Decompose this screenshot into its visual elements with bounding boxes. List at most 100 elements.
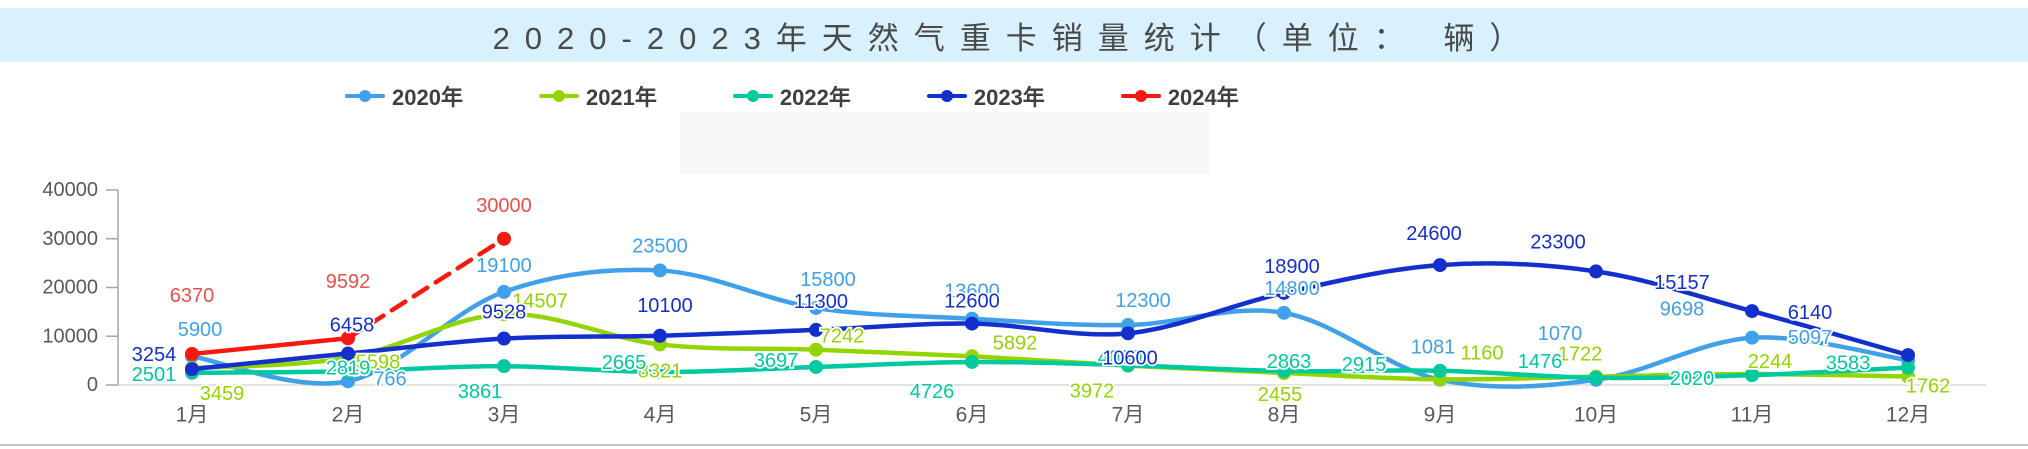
data-label-2021年-6月: 5892 — [993, 332, 1038, 354]
data-point-2022年-5月 — [809, 359, 823, 374]
data-point-2023年-12月 — [1901, 348, 1915, 363]
data-label-2021年-5月: 7242 — [820, 326, 865, 348]
data-label-2023年-2月: 6458 — [330, 315, 375, 337]
data-point-2023年-5月 — [809, 322, 823, 337]
data-label-2022年-4月: 2665 — [602, 352, 647, 374]
legend-item-2022年: 2022年 — [732, 80, 851, 112]
data-point-2023年-3月 — [497, 331, 511, 346]
data-point-2022年-8月 — [1277, 364, 1291, 379]
data-label-2023年-11月: 15157 — [1654, 272, 1710, 294]
legend-line-marker-icon — [538, 89, 579, 103]
data-label-2023年-10月: 23300 — [1530, 231, 1586, 253]
data-point-2022年-6月 — [965, 354, 979, 369]
series-line-2024年-actual — [189, 335, 351, 357]
series-line-2023年 — [189, 261, 1911, 372]
data-point-2023年-6月 — [965, 316, 979, 331]
data-point-2023年-10月 — [1589, 264, 1603, 279]
x-tick-label: 4月 — [644, 404, 677, 427]
data-label-2022年-10月: 1476 — [1518, 351, 1563, 373]
data-point-2022年-4月 — [653, 365, 667, 380]
data-label-2021年-7月: 3972 — [1070, 381, 1115, 403]
chart-legend: 2020年 2021年 2022年 2023年 2024年 — [345, 82, 1239, 110]
x-tick-label: 6月 — [956, 404, 989, 427]
data-label-2021年-1月: 3459 — [200, 383, 245, 405]
data-label-2020年-5月: 15800 — [800, 269, 856, 291]
data-label-2021年-4月: 8321 — [638, 360, 683, 382]
data-point-2022年-2月 — [341, 364, 355, 379]
x-tick-label: 9月 — [1424, 404, 1457, 427]
data-point-2022年-7月 — [1121, 358, 1135, 373]
legend-line-marker-icon — [345, 89, 385, 103]
legend-label: 2022年 — [779, 85, 851, 110]
legend-item-2020年: 2020年 — [345, 80, 463, 112]
x-tick-label: 8月 — [1268, 404, 1301, 427]
data-label-2020年-3月: 19100 — [476, 255, 532, 277]
data-point-2022年-11月 — [1745, 368, 1759, 383]
data-point-2020年-5月 — [809, 300, 823, 315]
data-point-2023年-4月 — [653, 328, 667, 343]
chart-title-bar: 2020-2023年天然气重卡销量统计（单位： 辆） — [0, 8, 2028, 62]
y-tick-label: 10000 — [42, 325, 98, 347]
series-line-2024年-projection — [345, 236, 507, 341]
data-point-2022年-12月 — [1901, 360, 1915, 375]
data-label-2021年-2月: 5598 — [356, 352, 401, 374]
data-label-2020年-11月: 9698 — [1660, 299, 1705, 321]
data-label-2022年-2月: 2819 — [326, 357, 371, 379]
watermark-patch — [680, 112, 1210, 174]
x-tick-label: 11月 — [1731, 404, 1774, 427]
data-label-2021年-3月: 14507 — [512, 290, 568, 312]
legend-item-2023年: 2023年 — [926, 80, 1045, 112]
data-label-2021年-8月: 2455 — [1258, 384, 1303, 406]
data-point-2022年-3月 — [497, 359, 511, 374]
data-label-2020年-8月: 14800 — [1264, 278, 1320, 300]
data-label-2023年-4月: 10100 — [637, 295, 693, 317]
data-label-2022年-11月: 2020 — [1670, 368, 1715, 390]
data-label-2023年-1月: 3254 — [132, 344, 177, 366]
series-line-2022年 — [189, 359, 1911, 381]
data-label-2024年-3月: 30000 — [476, 195, 532, 217]
data-label-2020年-9月: 1081 — [1411, 337, 1456, 359]
data-label-2020年-1月: 5900 — [178, 319, 223, 341]
data-point-2023年-8月 — [1277, 285, 1291, 300]
data-label-2024年-2月: 9592 — [326, 271, 371, 293]
data-point-2024年-1月 — [185, 346, 199, 361]
data-label-2020年-6月: 13600 — [944, 281, 1000, 303]
legend-item-2021年: 2021年 — [538, 80, 657, 112]
x-tick-label: 5月 — [800, 404, 833, 427]
data-point-2020年-8月 — [1277, 305, 1291, 320]
data-label-2020年-4月: 23500 — [632, 235, 688, 257]
data-label-2021年-11月: 2244 — [1748, 351, 1793, 373]
data-point-2023年-9月 — [1433, 258, 1447, 273]
legend-item-2024年: 2024年 — [1120, 80, 1239, 112]
x-tick-label: 10月 — [1574, 404, 1618, 427]
y-tick-label: 0 — [87, 374, 98, 396]
legend-line-marker-icon — [926, 89, 967, 103]
y-tick-label: 30000 — [42, 228, 98, 250]
legend-label: 2020年 — [392, 85, 463, 110]
data-label-2024年-1月: 6370 — [170, 285, 215, 307]
data-label-2022年-6月: 4726 — [910, 381, 955, 403]
data-point-2023年-2月 — [341, 346, 355, 361]
data-label-2021年-10月: 1722 — [1558, 344, 1603, 366]
data-label-2021年-9月: 1160 — [1460, 342, 1503, 364]
data-label-2023年-9月: 24600 — [1406, 223, 1462, 245]
data-label-2023年-12月: 6140 — [1788, 302, 1833, 324]
data-label-2022年-7月: 4060 — [1098, 347, 1143, 369]
data-label-2023年-3月: 9528 — [482, 302, 527, 324]
data-point-2022年-10月 — [1589, 370, 1603, 385]
data-label-2022年-12月: 3583 — [1826, 353, 1871, 375]
data-point-2021年-3月 — [497, 307, 511, 322]
y-tick-label: 20000 — [42, 277, 98, 299]
data-label-2020年-12月: 5097 — [1788, 327, 1833, 349]
data-point-2024年-2月 — [341, 331, 355, 346]
legend-label: 2023年 — [973, 85, 1045, 110]
legend-label: 2024年 — [1167, 85, 1239, 110]
data-label-2020年-10月: 1070 — [1538, 323, 1583, 345]
data-point-2023年-1月 — [185, 362, 199, 377]
x-tick-label: 2月 — [332, 404, 365, 427]
data-label-2020年-7月: 12300 — [1115, 290, 1171, 312]
data-point-2022年-9月 — [1433, 363, 1447, 378]
data-label-2022年-8月: 2863 — [1267, 351, 1312, 373]
x-tick-label: 7月 — [1112, 404, 1145, 427]
